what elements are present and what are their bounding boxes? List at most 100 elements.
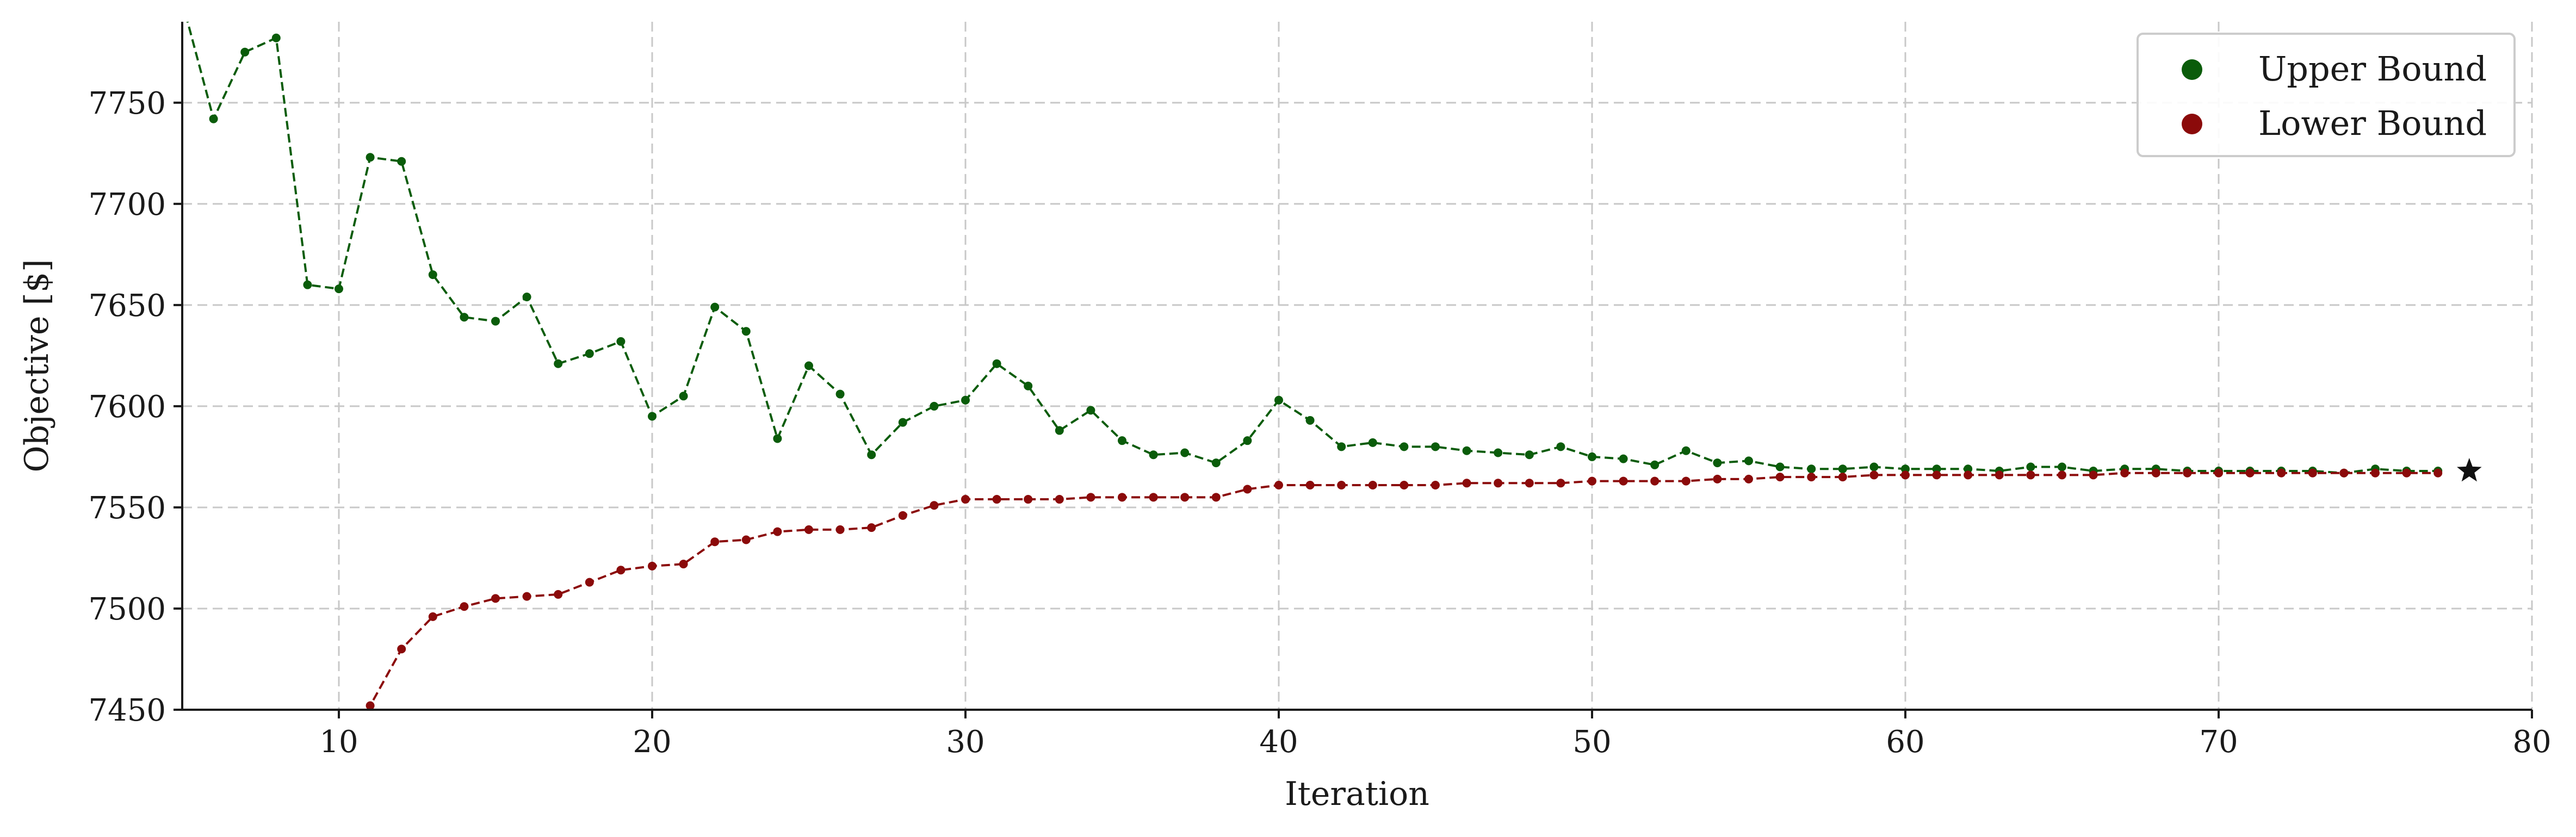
data-point-lower-bound-10 xyxy=(335,766,343,775)
legend: Upper Bound Lower Bound xyxy=(2137,33,2516,157)
data-point-upper-bound-22 xyxy=(710,302,720,312)
data-point-lower-bound-75 xyxy=(2371,468,2380,478)
data-point-lower-bound-49 xyxy=(1556,479,1565,488)
data-point-lower-bound-25 xyxy=(804,525,813,534)
data-point-lower-bound-32 xyxy=(1024,495,1033,504)
data-point-upper-bound-14 xyxy=(460,313,469,322)
data-point-upper-bound-37 xyxy=(1180,448,1190,457)
final-point-star xyxy=(2457,458,2482,482)
data-point-upper-bound-51 xyxy=(1619,454,1628,463)
data-point-lower-bound-70 xyxy=(2214,468,2223,478)
data-point-upper-bound-48 xyxy=(1525,450,1534,460)
data-point-lower-bound-60 xyxy=(1901,470,1910,480)
data-point-upper-bound-41 xyxy=(1305,416,1315,425)
data-point-lower-bound-14 xyxy=(460,602,469,611)
data-point-upper-bound-58 xyxy=(1838,464,1847,474)
data-point-upper-bound-26 xyxy=(835,389,845,399)
data-point-lower-bound-74 xyxy=(2339,468,2349,478)
x-tick-label-30: 30 xyxy=(946,724,984,760)
data-point-upper-bound-33 xyxy=(1055,426,1064,435)
data-point-lower-bound-26 xyxy=(835,525,845,534)
data-point-upper-bound-47 xyxy=(1494,448,1503,457)
data-point-lower-bound-17 xyxy=(554,590,563,599)
data-point-upper-bound-61 xyxy=(1932,464,1941,474)
data-point-lower-bound-63 xyxy=(1995,470,2004,480)
y-tick-label-7700: 7700 xyxy=(88,187,166,222)
data-point-lower-bound-34 xyxy=(1086,493,1095,502)
data-point-lower-bound-62 xyxy=(1964,470,1973,480)
data-point-lower-bound-76 xyxy=(2402,468,2411,478)
data-point-upper-bound-64 xyxy=(2026,462,2035,472)
data-point-upper-bound-35 xyxy=(1118,436,1126,445)
data-point-lower-bound-15 xyxy=(491,594,500,603)
data-point-upper-bound-57 xyxy=(1807,464,1816,474)
data-point-upper-bound-16 xyxy=(522,293,531,301)
data-point-lower-bound-58 xyxy=(1838,473,1847,482)
data-point-upper-bound-17 xyxy=(554,359,563,368)
y-tick-label-7600: 7600 xyxy=(88,389,166,425)
x-axis-title: Iteration xyxy=(1285,775,1429,813)
data-point-upper-bound-49 xyxy=(1556,442,1565,451)
data-point-upper-bound-27 xyxy=(867,450,876,460)
data-point-upper-bound-29 xyxy=(930,401,939,411)
data-point-upper-bound-20 xyxy=(648,412,657,421)
legend-marker-lower-bound xyxy=(2182,114,2202,134)
data-point-lower-bound-36 xyxy=(1149,493,1158,502)
y-tick-label-7500: 7500 xyxy=(88,592,166,627)
data-point-lower-bound-77 xyxy=(2433,468,2443,478)
data-point-lower-bound-41 xyxy=(1305,481,1315,490)
legend-marker-upper-bound xyxy=(2182,59,2202,80)
data-point-upper-bound-6 xyxy=(209,114,218,123)
data-point-lower-bound-69 xyxy=(2183,468,2192,478)
data-point-lower-bound-51 xyxy=(1619,476,1628,486)
data-point-lower-bound-73 xyxy=(2308,468,2317,478)
data-point-lower-bound-22 xyxy=(710,537,720,547)
data-point-lower-bound-72 xyxy=(2277,468,2286,478)
data-point-lower-bound-11 xyxy=(366,701,375,710)
data-point-upper-bound-15 xyxy=(491,317,500,326)
data-point-lower-bound-64 xyxy=(2026,470,2035,480)
data-point-lower-bound-28 xyxy=(898,511,907,520)
data-point-upper-bound-62 xyxy=(1964,464,1973,474)
data-point-lower-bound-29 xyxy=(930,501,939,510)
data-point-upper-bound-44 xyxy=(1400,442,1409,451)
data-point-lower-bound-40 xyxy=(1274,481,1283,490)
data-point-upper-bound-30 xyxy=(961,395,970,405)
legend-label-lower-bound: Lower Bound xyxy=(2258,103,2487,143)
data-point-lower-bound-48 xyxy=(1525,479,1534,488)
series-layer xyxy=(186,22,2443,775)
y-tick-label-7650: 7650 xyxy=(88,288,166,324)
data-point-lower-bound-55 xyxy=(1744,474,1753,483)
data-point-lower-bound-46 xyxy=(1462,479,1471,488)
series-line-upper-bound xyxy=(186,22,2438,474)
y-tick-label-7450: 7450 xyxy=(88,693,166,728)
data-point-upper-bound-28 xyxy=(898,418,907,427)
data-point-upper-bound-11 xyxy=(366,153,375,162)
data-point-upper-bound-59 xyxy=(1869,462,1879,472)
data-point-lower-bound-57 xyxy=(1807,473,1816,482)
data-point-lower-bound-61 xyxy=(1932,470,1941,480)
data-point-lower-bound-24 xyxy=(773,527,782,536)
data-point-upper-bound-13 xyxy=(428,270,437,280)
x-tick-label-20: 20 xyxy=(633,724,671,760)
data-point-lower-bound-39 xyxy=(1243,485,1252,494)
data-point-lower-bound-33 xyxy=(1055,495,1064,504)
data-point-upper-bound-39 xyxy=(1243,436,1252,445)
data-point-lower-bound-37 xyxy=(1180,493,1190,502)
data-point-upper-bound-38 xyxy=(1211,458,1221,468)
data-point-upper-bound-9 xyxy=(303,280,312,289)
data-point-lower-bound-50 xyxy=(1588,476,1596,486)
data-point-lower-bound-71 xyxy=(2245,468,2255,478)
data-point-upper-bound-24 xyxy=(773,434,782,443)
series-line-lower-bound xyxy=(367,472,2438,710)
data-point-lower-bound-56 xyxy=(1775,473,1785,482)
y-tick-label-7550: 7550 xyxy=(88,491,166,526)
data-point-lower-bound-31 xyxy=(992,495,1001,504)
data-point-lower-bound-21 xyxy=(679,560,688,569)
data-point-lower-bound-54 xyxy=(1713,474,1722,483)
data-point-upper-bound-50 xyxy=(1588,452,1596,461)
data-point-upper-bound-23 xyxy=(741,327,751,336)
data-point-upper-bound-46 xyxy=(1462,446,1471,455)
